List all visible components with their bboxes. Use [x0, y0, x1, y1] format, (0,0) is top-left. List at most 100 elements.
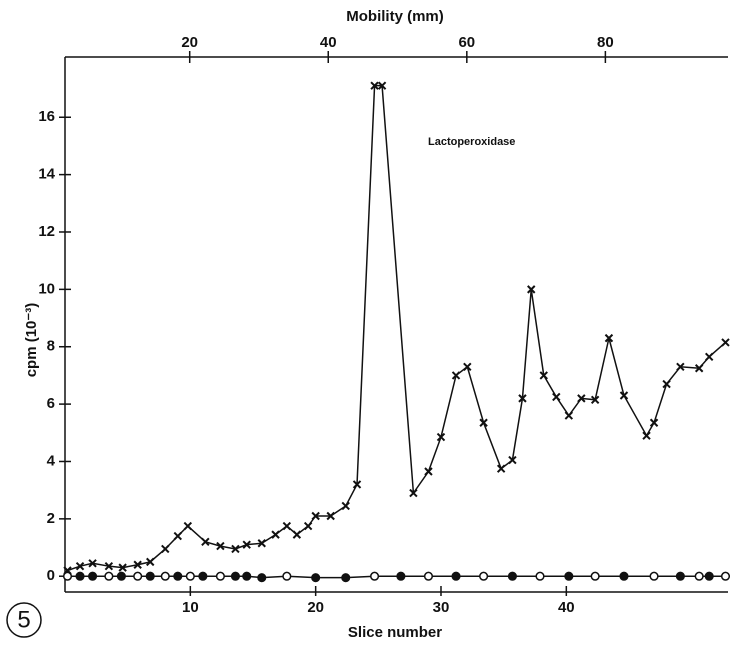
cross-marker [341, 501, 350, 511]
filled-circle-marker [675, 571, 685, 581]
cross-marker [242, 540, 251, 549]
cross-marker [642, 431, 651, 440]
filled-circle-marker [507, 571, 517, 581]
cross-marker [463, 362, 472, 372]
cross-marker [508, 455, 517, 465]
filled-circle-marker [116, 571, 126, 581]
cross-marker [676, 362, 685, 372]
cross-marker [424, 467, 433, 476]
filled-circle-marker [257, 573, 267, 583]
open-circle-marker [694, 571, 704, 581]
annotation: Lactoperoxidase [428, 136, 515, 148]
open-circle-marker [649, 571, 659, 581]
cross-marker [604, 333, 614, 343]
open-circle-marker [282, 571, 292, 581]
filled-circle-marker [341, 573, 351, 583]
cross-marker [326, 511, 335, 521]
x-tick-label: 20 [307, 599, 324, 616]
y-tick-label: 10 [38, 280, 55, 297]
filled-circle-marker [242, 571, 252, 581]
cross-marker [370, 81, 379, 90]
y-tick-label: 2 [47, 510, 55, 527]
cross-marker [173, 531, 183, 541]
filled-circle-marker [451, 571, 461, 581]
x2-tick-label: 80 [597, 34, 614, 51]
cross-marker [146, 557, 155, 567]
series-line [67, 84, 726, 572]
figure-label: 5 [17, 606, 30, 633]
cross-marker [292, 530, 302, 539]
figure-label-circle [6, 602, 42, 638]
cross-marker [183, 521, 193, 531]
open-circle-marker [62, 571, 73, 581]
filled-circle-marker [396, 571, 406, 581]
cross-marker [311, 511, 320, 521]
cross-marker [451, 371, 461, 380]
y-tick-label: 14 [38, 166, 55, 183]
open-circle-marker [720, 571, 730, 581]
cross-marker [518, 394, 527, 403]
cross-marker [161, 544, 170, 554]
top-axis-label: Mobility (mm) [346, 8, 444, 25]
filled-circle-marker [230, 571, 240, 581]
cross-marker [649, 418, 659, 427]
cross-marker [303, 521, 313, 531]
filled-circle-marker [198, 571, 208, 581]
y-tick-label: 12 [38, 223, 55, 240]
open-circle-marker [423, 571, 434, 581]
cross-marker [721, 338, 730, 347]
cross-marker [88, 559, 97, 568]
x-tick-label: 30 [433, 599, 450, 616]
cross-marker [619, 391, 629, 400]
cross-marker [552, 392, 561, 402]
filled-circle-marker [619, 571, 629, 581]
cross-marker [216, 541, 225, 551]
x2-tick-label: 60 [458, 34, 475, 51]
cross-marker [577, 394, 586, 403]
cross-marker [704, 352, 714, 361]
cross-marker [271, 530, 280, 539]
filled-circle-marker [173, 571, 183, 581]
x-tick-label: 40 [558, 599, 575, 616]
filled-circle-marker [564, 571, 574, 581]
x2-tick-label: 40 [320, 34, 337, 51]
cross-marker [282, 521, 292, 531]
y-axis-label: cpm (10⁻³) [23, 303, 40, 378]
x2-tick-label: 20 [181, 34, 198, 51]
filled-circle-marker [75, 571, 85, 581]
cross-marker [436, 432, 446, 442]
y-tick-label: 0 [47, 567, 55, 584]
y-tick-label: 4 [47, 452, 56, 469]
open-circle-marker [215, 571, 225, 581]
open-circle-marker [590, 571, 600, 581]
open-circle-marker [104, 571, 114, 581]
cross-marker [527, 285, 536, 294]
y-tick-label: 6 [47, 395, 55, 412]
cross-marker [496, 464, 506, 473]
cross-marker [352, 480, 362, 489]
x-tick-label: 10 [182, 599, 199, 616]
cross-marker [564, 411, 574, 420]
filled-circle-marker [145, 571, 155, 581]
open-circle-marker [479, 571, 489, 581]
open-circle-marker [133, 571, 143, 581]
cross-marker [377, 81, 387, 90]
cross-marker [694, 364, 704, 373]
axes-frame [64, 56, 728, 593]
open-circle-marker [185, 571, 195, 581]
filled-circle-marker [311, 573, 321, 583]
cross-marker [590, 395, 600, 405]
cross-marker [231, 544, 240, 554]
cross-marker [133, 560, 142, 569]
filled-circle-marker [88, 571, 98, 581]
cross-marker [257, 539, 266, 548]
y-tick-label: 8 [47, 338, 55, 355]
cross-marker [662, 379, 671, 389]
cross-marker [118, 563, 127, 572]
y-tick-label: 16 [38, 108, 55, 125]
open-circle-marker [160, 571, 170, 581]
x-axis-label: Slice number [348, 624, 442, 641]
open-circle-marker [535, 571, 545, 581]
open-circle-marker [370, 571, 380, 581]
